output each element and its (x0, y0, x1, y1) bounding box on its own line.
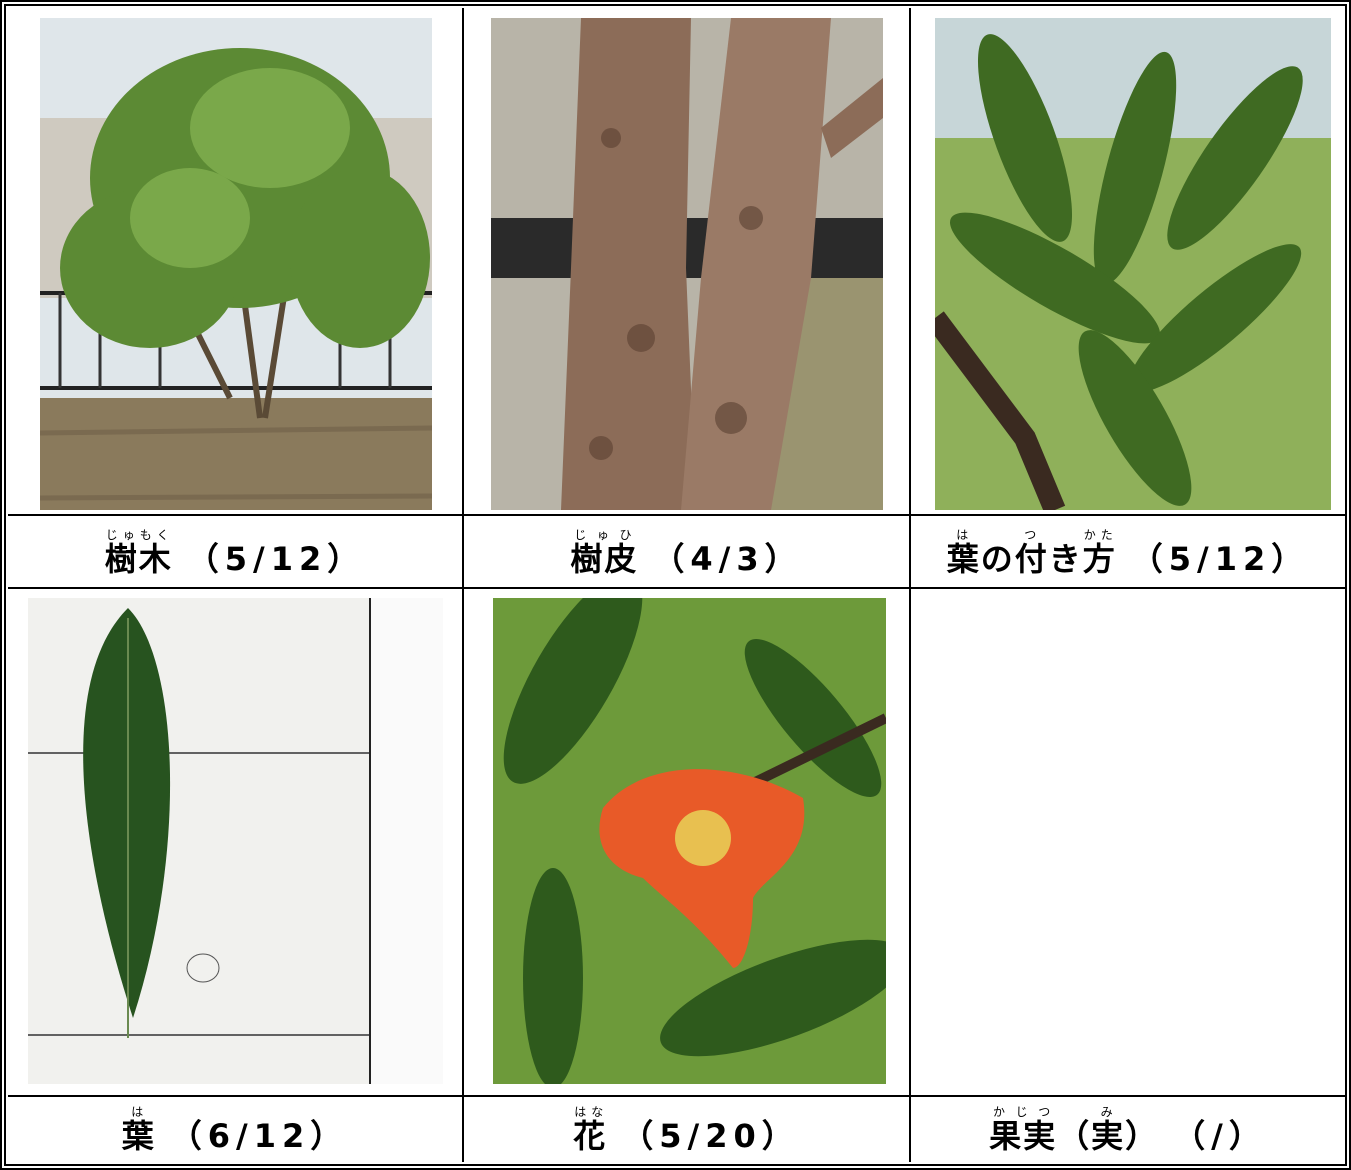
caption-segment: き (1048, 540, 1083, 578)
caption: 樹木じゅもく （5/12） (8, 516, 462, 580)
photo-bark (491, 18, 883, 510)
caption-text: 葉は (122, 1105, 156, 1157)
caption-text: 樹木じゅもく (105, 528, 173, 580)
ruby-base: 実 (1091, 1117, 1126, 1155)
grid-line (8, 1095, 1345, 1097)
ruby-base: 樹皮 (570, 540, 639, 578)
caption-date: （5/20） (621, 1117, 800, 1155)
ruby-base: 葉 (121, 1117, 156, 1155)
ruby-base: 花 (573, 1117, 608, 1155)
ruby-base: 樹木 (104, 540, 173, 578)
caption-date: （5/12） (186, 540, 366, 578)
ruby-word: 付つ (1014, 528, 1049, 578)
caption-text: 葉はの付つき方かた (947, 528, 1117, 580)
caption: 樹皮じゅひ （4/3） (464, 516, 909, 580)
ruby-word: 花はな (573, 1105, 608, 1155)
furigana: はな (573, 1105, 608, 1119)
caption-segment: ） (1125, 1117, 1160, 1155)
caption: 花はな （5/20） (464, 1097, 909, 1157)
photo-flower (493, 598, 886, 1084)
caption-date: （/） (1173, 1117, 1267, 1155)
furigana: は (121, 1105, 156, 1119)
caption-segment: （ (1057, 1117, 1092, 1155)
caption-date: （5/12） (1130, 540, 1310, 578)
caption: 葉は （6/12） (8, 1097, 462, 1157)
furigana: は (946, 528, 981, 542)
ruby-word: 樹皮じゅひ (570, 528, 639, 578)
grid-line (909, 8, 911, 1162)
ruby-word: 葉は (946, 528, 981, 578)
caption-text: 果実かじつ（実み） (989, 1105, 1159, 1157)
photo-tree (40, 18, 432, 510)
furigana: かじつ (989, 1105, 1058, 1119)
caption-text: 花はな (573, 1105, 607, 1157)
grid-line (8, 514, 1345, 516)
ruby-base: 葉 (946, 540, 981, 578)
ruby-word: 実み (1091, 1105, 1126, 1155)
photo-leaf-scan (28, 598, 443, 1084)
furigana: じゅもく (104, 528, 173, 542)
caption-segment: の (980, 540, 1015, 578)
ruby-base: 方 (1082, 540, 1117, 578)
caption-text: 樹皮じゅひ (570, 528, 638, 580)
caption-date: （6/12） (169, 1117, 349, 1155)
ruby-base: 付 (1014, 540, 1049, 578)
furigana: み (1091, 1105, 1126, 1119)
ruby-base: 果実 (989, 1117, 1058, 1155)
ruby-word: 葉は (121, 1105, 156, 1155)
furigana: かた (1082, 528, 1117, 542)
ruby-word: 方かた (1082, 528, 1117, 578)
photo-leaves (935, 18, 1331, 510)
ruby-word: 果実かじつ (989, 1105, 1058, 1155)
furigana: じゅひ (570, 528, 639, 542)
furigana: つ (1014, 528, 1049, 542)
caption: 葉はの付つき方かた （5/12） (911, 516, 1345, 580)
caption-date: （4/3） (652, 540, 803, 578)
caption: 果実かじつ（実み） （/） (911, 1097, 1345, 1157)
grid-line (462, 8, 464, 1162)
ruby-word: 樹木じゅもく (104, 528, 173, 578)
grid-line (8, 587, 1345, 589)
